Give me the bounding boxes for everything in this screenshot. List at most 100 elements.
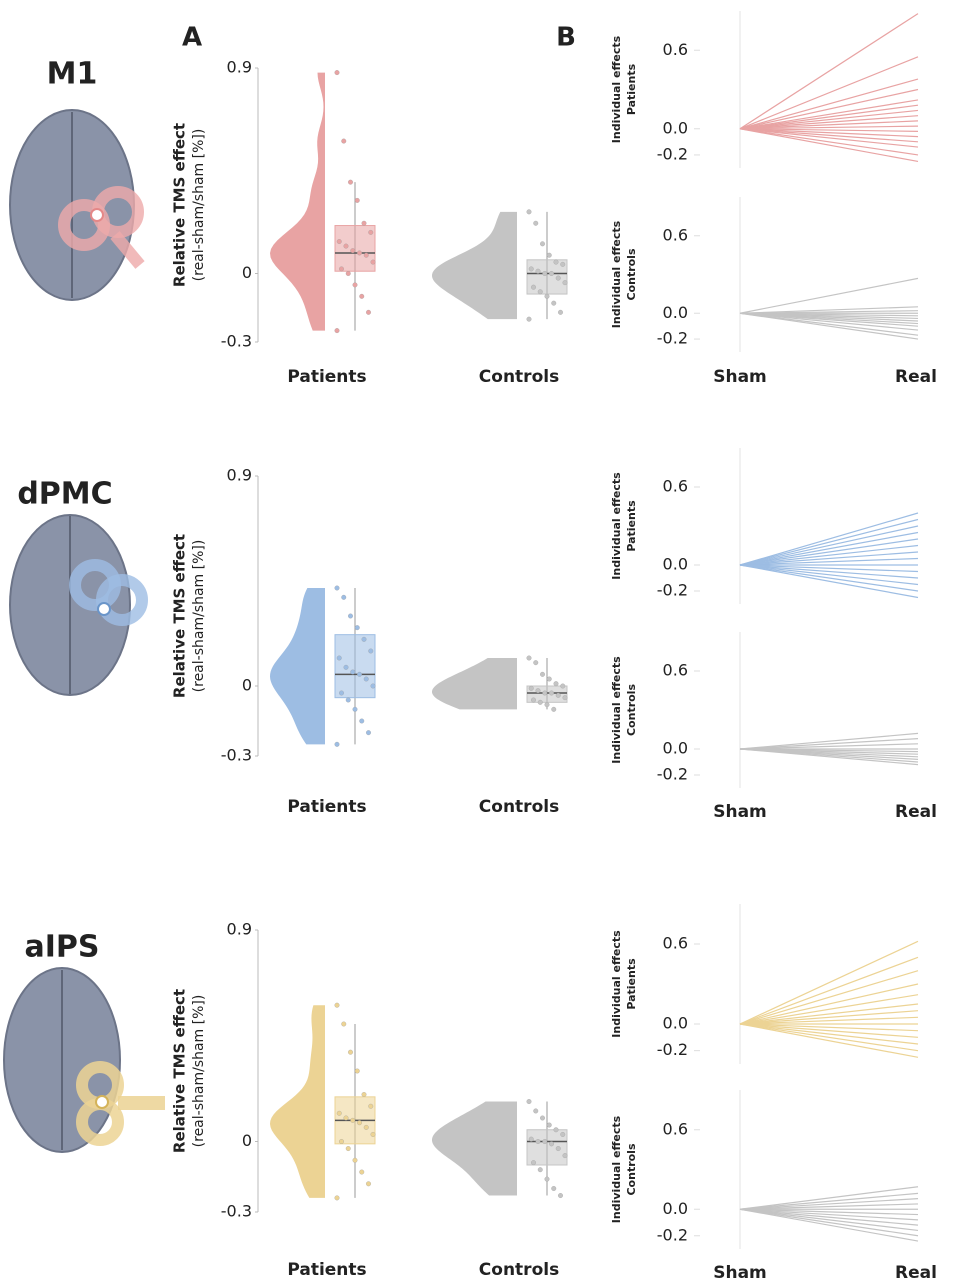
data-point [537,289,543,295]
individual-line [739,312,919,331]
data-point [345,1146,351,1151]
y-axis-sublabel: Patients [625,958,638,1010]
y-axis-sublabel: Controls [625,1143,638,1195]
y-axis-label: Individual effects [610,35,623,143]
individual-line [739,1023,919,1052]
y-axis-sublabel: Controls [625,684,638,736]
data-point [361,220,367,226]
x-tick-label: Real [895,367,937,387]
y-axis-label: Relative TMS effect [171,534,189,698]
data-point [551,300,557,306]
violin [432,658,517,710]
data-point [531,1160,536,1166]
individual-line [739,1023,919,1038]
y-tick-label: 0.0 [663,118,688,137]
individual-line [739,99,919,130]
y-tick-label: -0.2 [657,1040,688,1059]
y-tick-label: 0.6 [663,934,688,953]
data-point [334,1002,340,1008]
violin [270,1005,325,1198]
individual-line [739,551,919,566]
y-tick-label: 0 [242,1131,252,1150]
data-point [334,741,340,747]
individual-line [739,738,919,750]
y-tick-label: -0.3 [221,332,252,351]
individual-line [739,1003,919,1025]
data-point [533,1108,539,1114]
y-axis-label: Individual effects [610,1115,623,1223]
data-point [542,271,548,276]
violin [270,588,325,745]
data-point [341,594,347,600]
y-axis-sublabel: Controls [625,248,638,300]
data-point [562,1153,568,1159]
individual-line [739,1208,919,1242]
individual-line [739,13,919,130]
data-point [553,259,559,265]
individual-line [739,1016,919,1025]
individual-line [739,115,919,130]
violin [432,211,517,320]
y-tick-label: 0.0 [663,1014,688,1033]
data-point [528,1136,534,1142]
x-tick-label: Sham [713,367,767,387]
data-point [528,266,534,272]
individual-line [739,1023,919,1058]
data-point [526,655,532,661]
individual-line [739,1208,919,1237]
data-point [352,706,358,712]
data-point [359,718,365,724]
y-axis-sublabel: (real-sham/sham [%]) [191,995,207,1148]
panel-label: A [182,23,202,53]
data-point [352,282,358,288]
x-tick-label: Real [895,1263,937,1283]
x-tick-label: Controls [479,797,559,817]
y-tick-label: 0.0 [663,1199,688,1218]
individual-line [739,564,919,599]
individual-line [739,109,919,130]
data-point [348,179,353,185]
y-tick-label: 0.6 [663,477,688,496]
data-point [526,209,532,215]
brain [9,514,148,696]
data-point [537,699,543,705]
data-point [540,241,545,247]
individual-line [739,518,919,566]
data-point [555,1146,561,1151]
individual-line [739,120,919,130]
data-point [542,690,548,696]
panel-label: B [556,23,576,53]
y-tick-label: 0.6 [663,1119,688,1138]
individual-line [739,956,919,1025]
y-axis-sublabel: (real-sham/sham [%]) [191,129,207,282]
data-point [544,1176,550,1182]
individual-line [739,1208,919,1216]
data-point [366,309,371,315]
data-point [357,250,362,256]
y-tick-label: -0.2 [657,581,688,600]
individual-line [739,512,919,566]
data-point [553,681,559,687]
data-point [370,259,376,265]
y-tick-label: 0.9 [227,466,252,485]
individual-line [739,525,919,566]
individual-line [739,128,919,132]
data-point [345,271,351,276]
data-point [336,239,342,244]
individual-line [739,732,919,750]
data-point [555,692,561,698]
data-point [354,197,360,203]
y-tick-label: 0.9 [227,58,252,77]
individual-line [739,128,919,138]
individual-line [739,277,919,314]
y-tick-label: 0.9 [227,920,252,939]
individual-line [739,128,919,148]
data-point [341,1021,347,1027]
data-point [341,138,347,144]
individual-line [739,312,919,327]
data-point [526,316,532,322]
data-point [363,676,369,682]
y-tick-label: -0.2 [657,765,688,784]
individual-line [739,128,919,156]
